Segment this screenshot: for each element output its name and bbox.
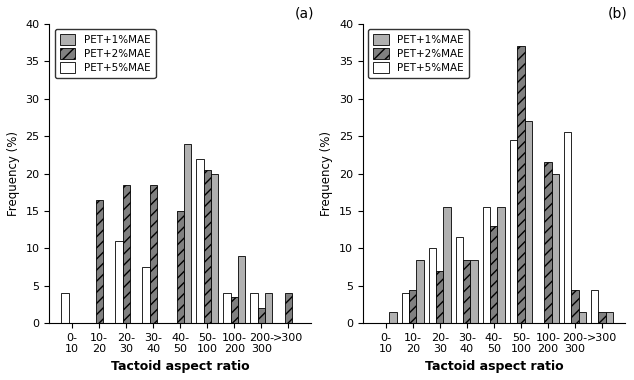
Bar [429,249,436,323]
Bar [436,271,443,323]
Bar [402,293,409,323]
Bar [389,312,397,323]
Text: (a): (a) [294,7,314,21]
Bar [571,290,579,323]
Bar [544,162,552,323]
Bar [177,211,184,323]
Bar [552,174,559,323]
Bar [498,207,505,323]
Bar [258,308,265,323]
Bar [122,185,130,323]
Bar [285,293,292,323]
Bar [223,293,231,323]
Bar [490,226,498,323]
Text: (b): (b) [608,7,628,21]
Legend: PET+1%MAE, PET+2%MAE, PET+5%MAE: PET+1%MAE, PET+2%MAE, PET+5%MAE [368,29,469,78]
Bar [96,200,103,323]
X-axis label: Tactoid aspect ratio: Tactoid aspect ratio [111,360,250,373]
Bar [564,132,571,323]
Legend: PET+1%MAE, PET+2%MAE, PET+5%MAE: PET+1%MAE, PET+2%MAE, PET+5%MAE [55,29,155,78]
Y-axis label: Frequency (%): Frequency (%) [7,131,20,216]
Bar [61,293,68,323]
Y-axis label: Frequency (%): Frequency (%) [320,131,333,216]
Bar [517,46,524,323]
Bar [524,121,532,323]
Bar [605,312,613,323]
Bar [211,174,218,323]
Bar [417,260,424,323]
Bar [238,256,245,323]
Bar [115,241,122,323]
Bar [204,170,211,323]
Bar [443,207,451,323]
Bar [470,260,478,323]
Bar [184,144,191,323]
Bar [598,312,605,323]
Bar [197,158,204,323]
X-axis label: Tactoid aspect ratio: Tactoid aspect ratio [425,360,563,373]
Bar [456,237,463,323]
Bar [231,297,238,323]
Bar [463,260,470,323]
Bar [150,185,157,323]
Bar [265,293,273,323]
Bar [579,312,586,323]
Bar [483,207,490,323]
Bar [250,293,258,323]
Bar [510,140,517,323]
Bar [143,267,150,323]
Bar [591,290,598,323]
Bar [409,290,417,323]
